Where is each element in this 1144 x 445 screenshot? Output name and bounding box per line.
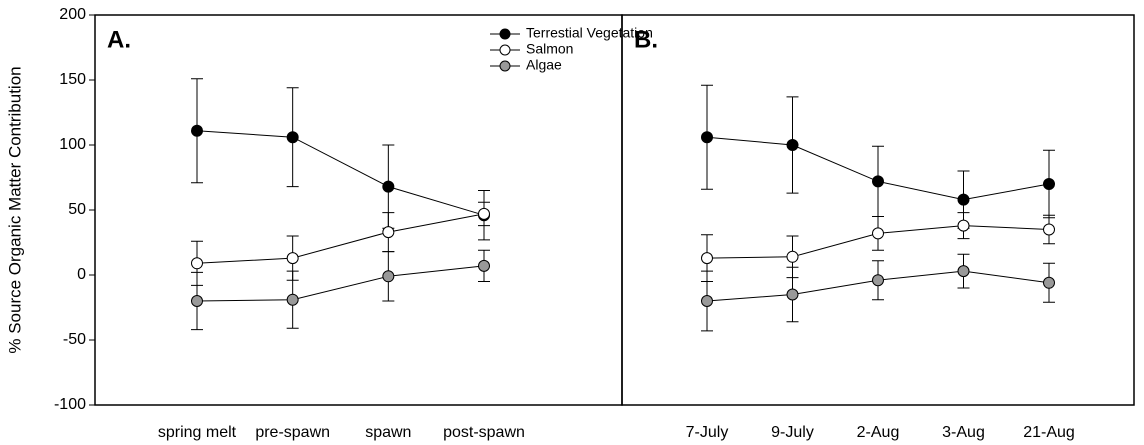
panel-frame	[94, 14, 623, 406]
data-point	[786, 139, 799, 151]
data-point	[191, 295, 203, 307]
panel-frame	[621, 14, 1135, 406]
data-point	[701, 295, 713, 307]
data-point	[286, 252, 299, 265]
y-tick-label: 200	[59, 6, 86, 23]
panel-label: A.	[107, 26, 131, 53]
x-tick-label: spawn	[365, 424, 411, 441]
legend-marker	[499, 60, 511, 72]
data-point	[957, 219, 970, 232]
data-point	[701, 131, 713, 144]
data-point	[872, 227, 884, 240]
y-tick-label: 150	[59, 71, 86, 88]
y-tick-label: -50	[63, 331, 86, 348]
data-point	[957, 193, 970, 206]
data-point	[1043, 178, 1055, 190]
data-point	[191, 124, 203, 137]
data-point	[191, 257, 203, 270]
x-tick-label: spring melt	[158, 424, 237, 441]
data-point	[957, 265, 970, 278]
data-point	[382, 226, 395, 239]
data-point	[786, 288, 799, 301]
legend-marker	[499, 28, 511, 40]
y-tick-label: 0	[77, 266, 86, 283]
x-tick-label: 3-Aug	[942, 424, 985, 441]
data-point	[786, 250, 799, 263]
x-tick-label: 9-July	[771, 424, 814, 441]
data-point	[478, 259, 490, 272]
data-point	[1043, 223, 1055, 236]
data-point	[382, 180, 395, 193]
data-point	[701, 252, 713, 265]
data-point	[286, 293, 299, 306]
legend-marker	[499, 44, 511, 56]
data-point	[478, 207, 490, 220]
x-tick-label: 2-Aug	[857, 424, 900, 441]
series-line	[196, 130, 485, 216]
y-tick-label: 100	[59, 136, 86, 153]
x-tick-label: 21-Aug	[1023, 424, 1075, 441]
series-line	[196, 265, 485, 302]
data-point	[286, 131, 299, 144]
y-tick-label: -100	[54, 396, 86, 413]
data-point	[382, 270, 395, 283]
series-line	[196, 213, 485, 264]
x-tick-label: 7-July	[686, 424, 729, 441]
x-tick-label: post-spawn	[443, 424, 525, 441]
data-point	[872, 175, 884, 188]
legend-label: Algae	[526, 57, 562, 73]
legend-label: Salmon	[526, 41, 573, 57]
x-tick-label: pre-spawn	[255, 424, 330, 441]
panel-label: B.	[634, 26, 658, 53]
data-point	[872, 274, 884, 287]
y-axis-label: % Source Organic Matter Contribution	[5, 66, 24, 353]
legend-label: Terrestial Vegetation	[526, 25, 653, 41]
y-tick-label: 50	[68, 201, 86, 218]
data-point	[1043, 276, 1055, 289]
